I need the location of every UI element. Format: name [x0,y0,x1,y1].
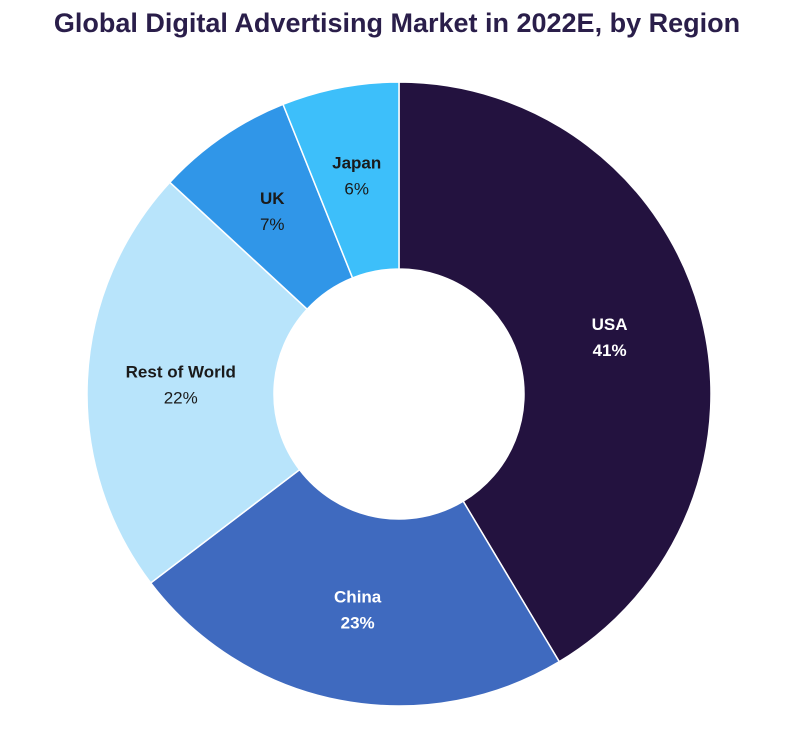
slices-group [86,81,712,707]
slice-label-japan: Japan [332,154,381,173]
slice-label-rest-of-world: Rest of World [126,363,236,382]
slice-japan [282,81,400,279]
labels-group: USA 41% China 23% Rest of World 22% UK 7% Japan 6… [126,154,628,633]
slice-value-china: 23% [341,614,375,633]
slice-label-usa: USA [592,315,628,334]
slice-china [149,468,561,707]
chart-title: Global Digital Advertising Market in 202… [53,8,741,38]
slice-rest-of-world [86,181,309,585]
slice-usa [398,81,712,663]
slice-value-uk: 7% [260,215,285,234]
slice-label-china: China [334,588,382,607]
slice-label-uk: UK [260,189,285,208]
slice-value-rest-of-world: 22% [164,389,198,408]
slice-value-usa: 41% [593,341,627,360]
slice-value-japan: 6% [344,180,369,199]
